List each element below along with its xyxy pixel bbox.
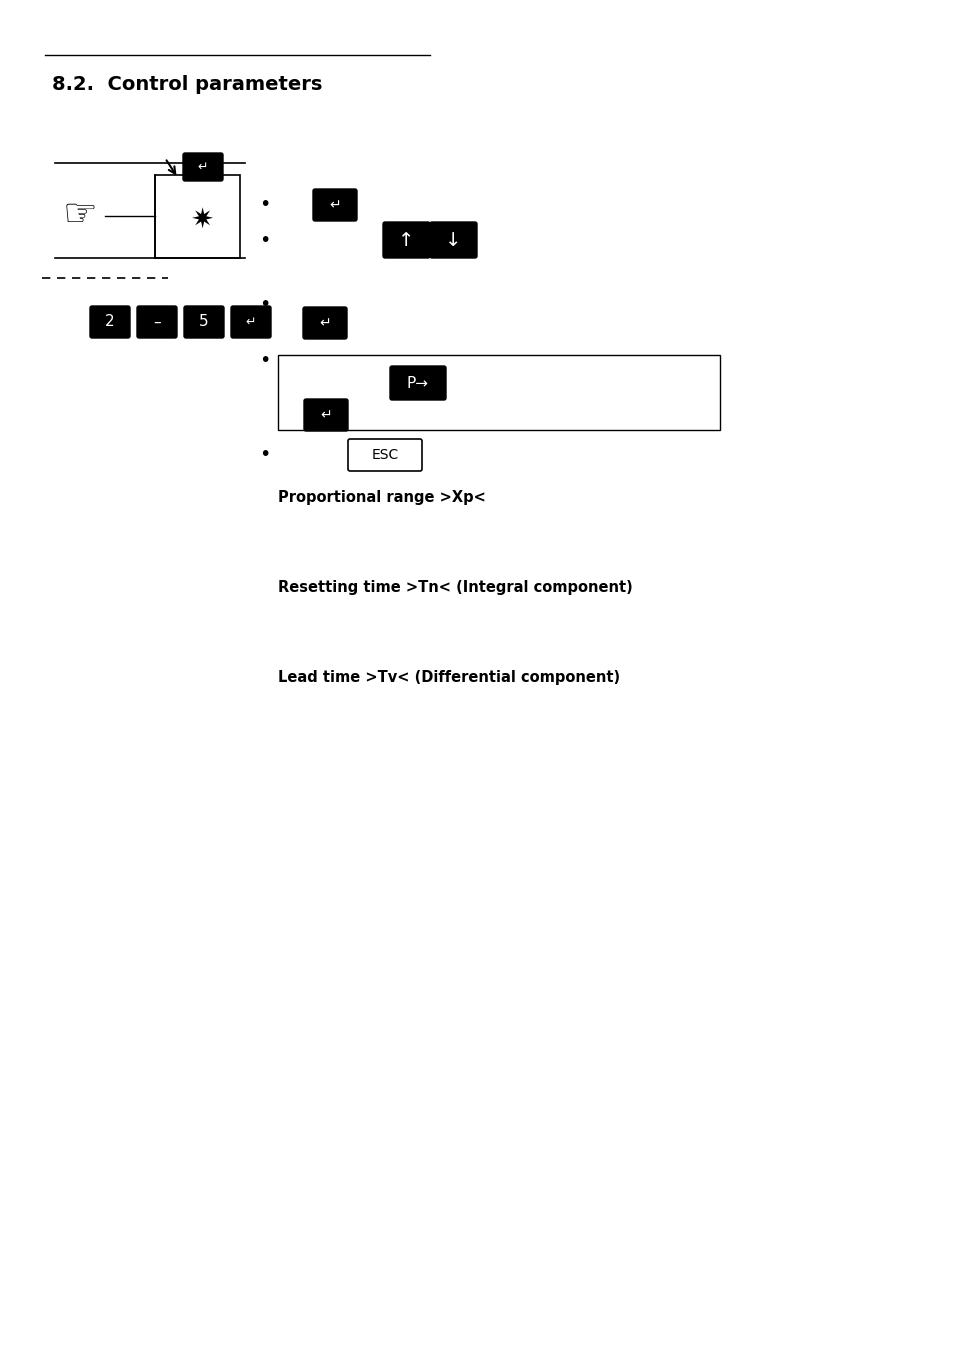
FancyBboxPatch shape [184,306,224,339]
FancyBboxPatch shape [348,438,421,471]
Text: •: • [259,295,271,314]
FancyBboxPatch shape [303,308,347,339]
Text: ☞: ☞ [63,196,97,233]
FancyBboxPatch shape [183,152,223,181]
FancyBboxPatch shape [382,223,430,258]
Bar [277,355,720,430]
Text: 5: 5 [199,314,209,329]
Text: Proportional range >Xp<: Proportional range >Xp< [277,490,485,505]
Text: P→: P→ [407,375,429,390]
FancyBboxPatch shape [90,306,130,339]
Text: ↵: ↵ [197,161,208,174]
Bar [154,175,240,258]
Text: •: • [259,196,271,214]
Text: ↑: ↑ [398,231,415,250]
Text: •: • [259,445,271,464]
FancyBboxPatch shape [390,366,446,401]
Text: ↵: ↵ [320,407,332,422]
Text: Lead time >Tv< (Differential component): Lead time >Tv< (Differential component) [277,670,619,685]
Text: ↵: ↵ [246,316,256,329]
Text: 2: 2 [105,314,114,329]
FancyBboxPatch shape [304,399,348,430]
FancyBboxPatch shape [231,306,271,339]
Text: ↓: ↓ [445,231,461,250]
FancyBboxPatch shape [430,223,476,258]
Text: ↵: ↵ [319,316,331,331]
Text: 8.2.  Control parameters: 8.2. Control parameters [52,76,322,94]
Text: ESC: ESC [371,448,398,461]
Text: ↵: ↵ [329,198,340,212]
Text: •: • [259,231,271,250]
Text: •: • [259,351,271,370]
Text: –: – [153,314,161,329]
FancyBboxPatch shape [313,189,356,221]
FancyBboxPatch shape [137,306,177,339]
Text: ✷: ✷ [191,206,213,235]
Text: Resetting time >Tn< (Integral component): Resetting time >Tn< (Integral component) [277,580,632,595]
